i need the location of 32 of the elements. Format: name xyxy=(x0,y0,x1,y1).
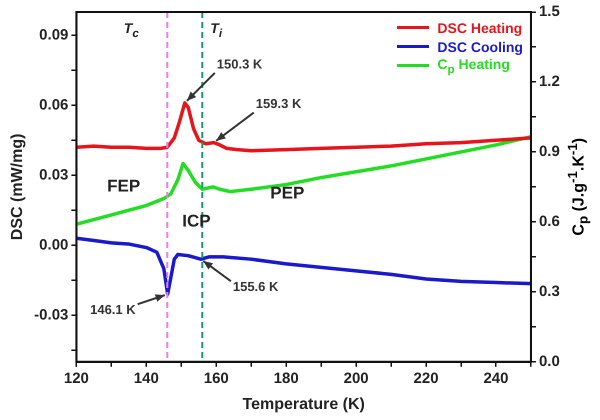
x-tick-label: 180 xyxy=(274,370,299,387)
x-tick-label: 200 xyxy=(344,370,369,387)
annotation: 150.3 K xyxy=(216,56,263,72)
y2-tick-label: 0.0 xyxy=(538,352,560,370)
x-tick-label: 240 xyxy=(483,370,508,387)
y2-tick-label: 0.3 xyxy=(538,282,560,300)
y-axis-title: DSC (mW/mg) xyxy=(9,134,26,240)
x-tick-label: 120 xyxy=(64,370,89,387)
legend-label: DSC Heating xyxy=(437,20,522,36)
annotation: 155.6 K xyxy=(232,278,280,294)
y2-tick-label: 1.2 xyxy=(538,73,560,90)
y-tick-label: 0.09 xyxy=(39,26,68,44)
ref-line-label: T$_{i}$ xyxy=(210,20,222,40)
y-tick-label: -0.03 xyxy=(34,306,68,324)
x-tick-label: 140 xyxy=(134,370,159,387)
y-tick-label: 0.00 xyxy=(39,236,68,254)
legend-label: C$_{p}$ Heating xyxy=(437,56,510,76)
legend-label: DSC Cooling xyxy=(437,38,523,54)
x-axis-title: Temperature (K) xyxy=(242,396,365,413)
y-tick-label: 0.03 xyxy=(39,166,68,184)
annotation: PEP xyxy=(270,184,304,203)
y2-tick-label: 0.6 xyxy=(538,213,560,230)
annotation: 146.1 K xyxy=(90,302,136,317)
y2-tick-label: 1.5 xyxy=(538,3,560,20)
y2-tick-label: 0.9 xyxy=(538,143,560,160)
annotation: ICP xyxy=(182,212,211,231)
annotation: 159.3 K xyxy=(256,96,302,112)
y-tick-label: 0.06 xyxy=(39,96,68,114)
annotation: FEP xyxy=(107,176,140,196)
x-tick-label: 160 xyxy=(204,370,229,387)
ref-line-label: T$_{c}$ xyxy=(124,20,139,40)
x-tick-label: 220 xyxy=(414,370,439,387)
